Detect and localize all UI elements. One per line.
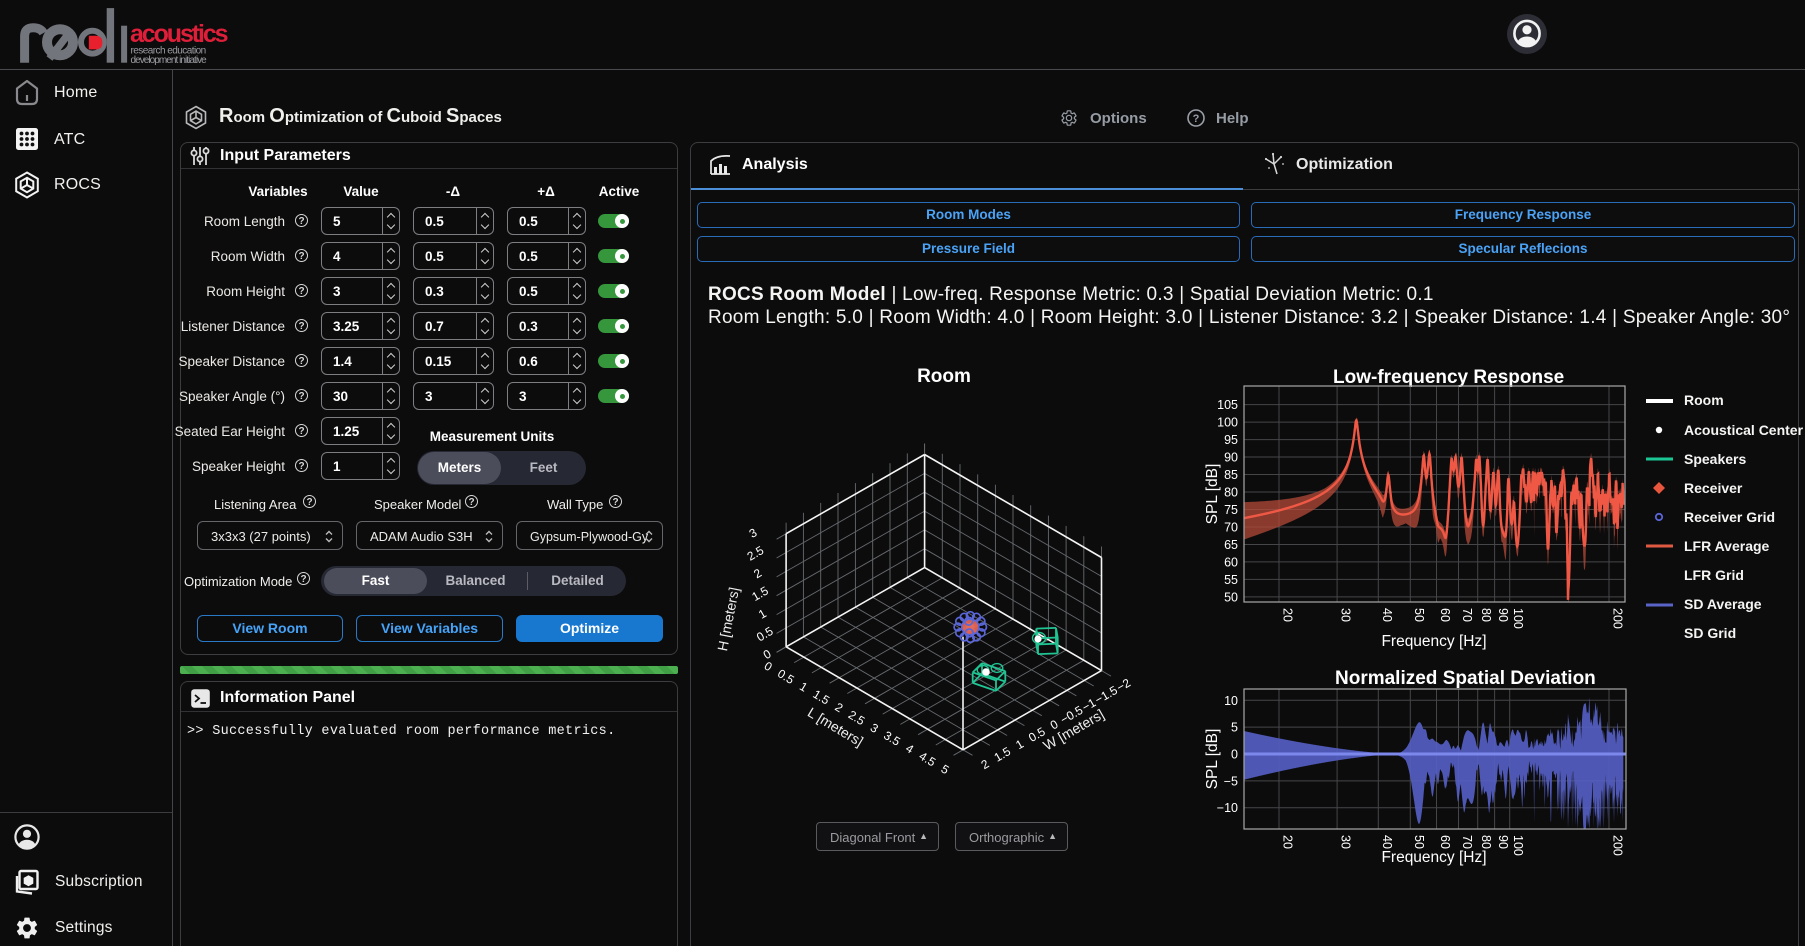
svg-text:?: ?: [1193, 113, 1200, 125]
svg-text:65: 65: [1224, 538, 1238, 552]
svg-text:2: 2: [751, 566, 764, 582]
svg-text:4.5: 4.5: [917, 749, 939, 770]
svg-text:0: 0: [1231, 748, 1238, 762]
svg-text:70: 70: [1460, 835, 1474, 849]
svg-text:0.5: 0.5: [775, 666, 797, 687]
svg-text:85: 85: [1224, 468, 1238, 482]
svg-text:60: 60: [1438, 608, 1452, 622]
svg-text:1.5: 1.5: [749, 583, 771, 604]
svg-text:80: 80: [1479, 835, 1493, 849]
svg-text:−2: −2: [1114, 675, 1133, 694]
svg-text:60: 60: [1438, 835, 1452, 849]
svg-text:50: 50: [1412, 608, 1426, 622]
svg-text:SPL [dB]: SPL [dB]: [1204, 464, 1221, 525]
svg-text:100: 100: [1511, 835, 1525, 856]
svg-text:0: 0: [762, 659, 775, 675]
svg-text:1: 1: [797, 679, 810, 695]
svg-text:70: 70: [1460, 608, 1474, 622]
svg-text:1.5: 1.5: [992, 744, 1014, 765]
svg-text:200: 200: [1611, 835, 1625, 856]
svg-text:100: 100: [1217, 416, 1238, 430]
svg-text:3: 3: [868, 720, 881, 736]
svg-text:2.5: 2.5: [745, 543, 767, 564]
svg-text:70: 70: [1224, 521, 1238, 535]
svg-text:50: 50: [1224, 590, 1238, 604]
svg-text:90: 90: [1224, 451, 1238, 465]
svg-text:4: 4: [903, 741, 916, 757]
svg-text:80: 80: [1479, 608, 1493, 622]
svg-text:50: 50: [1412, 835, 1426, 849]
svg-text:200: 200: [1611, 608, 1625, 629]
svg-text:0.5: 0.5: [754, 624, 776, 645]
svg-text:−5: −5: [1224, 774, 1238, 788]
svg-text:80: 80: [1224, 486, 1238, 500]
svg-text:95: 95: [1224, 433, 1238, 447]
svg-text:5: 5: [939, 762, 952, 778]
svg-text:−10: −10: [1217, 801, 1238, 815]
svg-text:30: 30: [1339, 608, 1353, 622]
svg-text:5: 5: [1231, 721, 1238, 735]
svg-text:−1: −1: [1079, 695, 1098, 714]
svg-text:research education: research education: [131, 46, 206, 57]
svg-text:1: 1: [756, 606, 769, 622]
svg-text:H [meters]: H [meters]: [714, 586, 742, 652]
svg-text:105: 105: [1217, 398, 1238, 412]
svg-text:acoustics: acoustics: [130, 20, 228, 48]
svg-text:40: 40: [1380, 835, 1394, 849]
svg-text:development initiative: development initiative: [131, 55, 208, 66]
svg-text:SPL [dB]: SPL [dB]: [1204, 729, 1221, 790]
svg-text:Frequency [Hz]: Frequency [Hz]: [1381, 849, 1486, 866]
svg-text:2: 2: [832, 700, 845, 716]
svg-text:2: 2: [979, 756, 992, 772]
svg-text:90: 90: [1496, 835, 1510, 849]
svg-text:75: 75: [1224, 503, 1238, 517]
svg-text:40: 40: [1380, 608, 1394, 622]
svg-text:Frequency [Hz]: Frequency [Hz]: [1381, 633, 1486, 650]
svg-text:20: 20: [1281, 608, 1295, 622]
svg-text:30: 30: [1339, 835, 1353, 849]
svg-text:60: 60: [1224, 555, 1238, 569]
svg-text:3.5: 3.5: [881, 728, 903, 749]
svg-text:3: 3: [747, 525, 760, 541]
svg-text:10: 10: [1224, 694, 1238, 708]
svg-text:55: 55: [1224, 573, 1238, 587]
svg-text:90: 90: [1496, 608, 1510, 622]
svg-text:20: 20: [1281, 835, 1295, 849]
svg-text:100: 100: [1511, 608, 1525, 629]
svg-text:1: 1: [1013, 737, 1026, 753]
